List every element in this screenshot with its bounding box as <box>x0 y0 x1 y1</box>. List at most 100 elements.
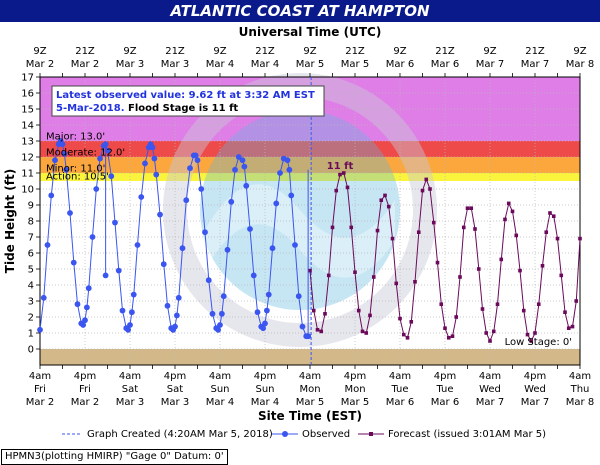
forecast-point <box>499 257 504 262</box>
forecast-point <box>469 206 474 210</box>
x-tick-date: Mar 4 <box>251 397 279 408</box>
y-tick-label: 6 <box>28 249 34 260</box>
x-top-tick-date: Mar 5 <box>341 59 369 70</box>
observed-point <box>89 234 96 240</box>
seal-center <box>200 110 400 310</box>
forecast-point <box>311 308 316 313</box>
forecast-point <box>450 334 455 338</box>
forecast-point <box>341 171 346 175</box>
x-tick-time: 4am <box>479 371 501 382</box>
observed-point <box>125 326 132 333</box>
forecast-point <box>536 302 541 306</box>
x-tick-day: Tue <box>435 384 453 395</box>
x-top-tick-time: 9Z <box>303 46 316 57</box>
forecast-point <box>424 177 429 182</box>
forecast-point <box>360 329 365 334</box>
x-top-tick-time: 21Z <box>435 46 455 57</box>
y-axis-title: Tide Height (ft) <box>3 169 17 273</box>
forecast-point <box>420 188 425 193</box>
x-top-tick-time: 21Z <box>75 46 95 57</box>
x-tick-date: Mar 7 <box>521 397 549 408</box>
x-tick-date: Mar 2 <box>71 397 99 408</box>
forecast-point <box>574 299 579 303</box>
y-tick-label: 5 <box>28 265 34 276</box>
x-axis-title: Site Time (EST) <box>258 409 362 423</box>
observed-point <box>160 261 167 268</box>
observed-point <box>260 325 267 332</box>
flood-stage-note: Flood Stage is 11 ft <box>128 103 238 114</box>
x-tick-date: Mar 3 <box>116 397 144 408</box>
forecast-point <box>510 209 515 214</box>
forecast-point <box>386 204 391 209</box>
x-tick-date: Mar 6 <box>386 397 414 408</box>
observed-point <box>173 312 180 319</box>
observed-point <box>179 245 186 252</box>
observed-point <box>151 155 158 162</box>
x-tick-day: Wed <box>524 384 546 395</box>
forecast-point <box>364 331 369 335</box>
forecast-point <box>383 193 387 198</box>
y-tick-label: 8 <box>28 217 34 228</box>
x-top-tick-date: Mar 5 <box>296 59 324 70</box>
observed-point <box>265 291 272 298</box>
forecast-point <box>514 233 519 238</box>
grid-lines <box>39 76 581 365</box>
x-top-tick-time: 9Z <box>33 46 46 57</box>
x-tick-time: 4pm <box>344 371 366 382</box>
observed-point <box>108 173 115 180</box>
forecast-point <box>540 264 545 268</box>
x-tick-day: Sat <box>167 384 183 395</box>
observed-point <box>157 211 163 218</box>
legend-observed-marker <box>282 431 288 437</box>
observed-point <box>37 326 43 333</box>
observed-point <box>299 323 306 330</box>
forecast-point <box>446 336 451 340</box>
x-tick-time: 4am <box>209 371 231 382</box>
x-top-tick-date: Mar 7 <box>476 59 504 70</box>
observed-point <box>138 194 145 200</box>
forecast-point <box>521 308 526 313</box>
legend-graph-created: Graph Created (4:20AM Mar 5, 2018) <box>87 429 273 440</box>
observed-point <box>224 246 231 253</box>
x-tick-date: Mar 5 <box>296 397 324 408</box>
observed-point <box>295 293 302 300</box>
observed-point <box>102 272 109 279</box>
x-tick-time: 4pm <box>524 371 546 382</box>
observed-point <box>149 144 156 151</box>
observed-point <box>61 150 68 157</box>
observed-point <box>175 294 182 301</box>
forecast-point <box>435 260 440 265</box>
forecast-point <box>349 225 354 230</box>
x-top-tick-date: Mar 6 <box>431 59 459 70</box>
x-tick-date: Mar 7 <box>476 397 504 408</box>
forecast-point <box>473 227 477 231</box>
x-tick-day: Sun <box>210 384 229 395</box>
observed-point <box>59 141 66 148</box>
y-tick-label: 0 <box>28 345 34 356</box>
x-tick-day: Mon <box>344 384 365 395</box>
forecast-point <box>491 329 496 334</box>
forecast-point <box>379 198 384 202</box>
observed-point <box>194 157 201 164</box>
observed-point <box>218 310 225 317</box>
x-tick-time: 4pm <box>254 371 276 382</box>
observed-point <box>254 309 261 316</box>
observed-point <box>243 182 250 189</box>
x-tick-date: Mar 2 <box>26 397 54 408</box>
observed-point <box>183 197 190 204</box>
observed-point <box>83 304 90 311</box>
forecast-point <box>345 185 350 190</box>
forecast-point <box>353 270 357 274</box>
forecast-point <box>570 324 575 329</box>
observed-point <box>187 165 193 172</box>
observed-point <box>127 322 133 328</box>
observed-point <box>292 242 298 248</box>
text-layer: Universal Time (UTC) Site Time (EST) Tide … <box>3 25 572 440</box>
observed-point <box>93 186 100 192</box>
forecast-peak-label: 11 ft <box>327 161 354 172</box>
observed-point <box>202 229 208 236</box>
forecast-point <box>315 328 320 332</box>
observed-point <box>74 301 81 308</box>
forecast-point <box>308 268 312 273</box>
x-top-tick-time: 9Z <box>393 46 406 57</box>
